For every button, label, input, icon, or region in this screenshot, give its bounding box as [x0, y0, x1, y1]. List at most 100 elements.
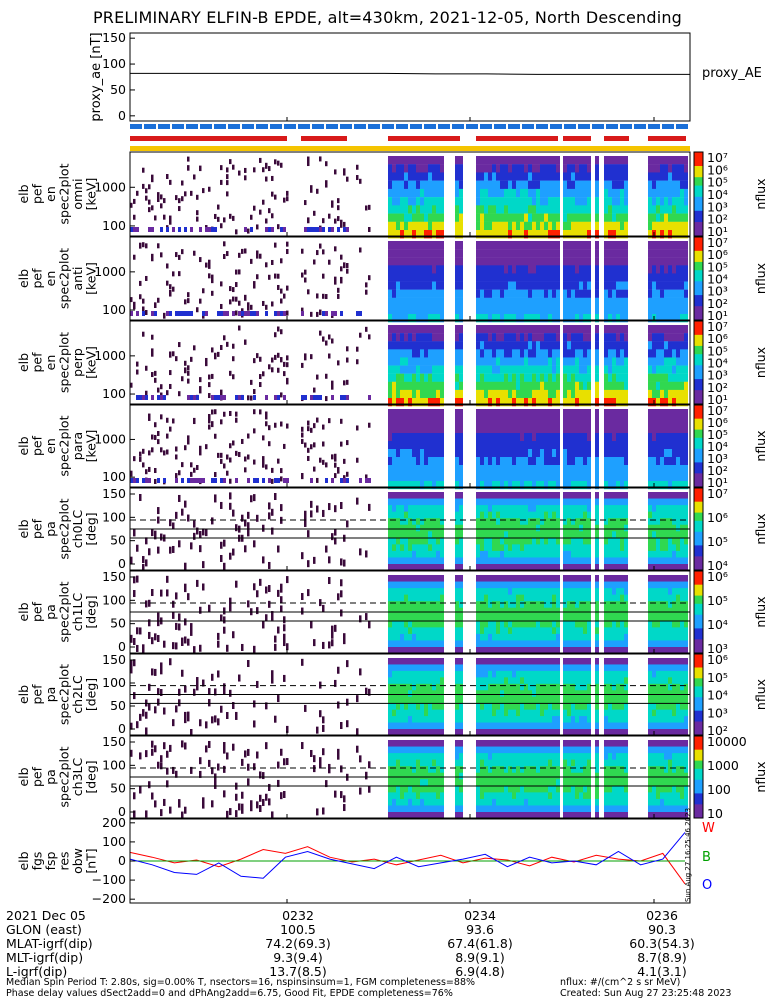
en_spec_para-cell [416, 481, 420, 490]
en_spec_perp-cell [567, 381, 571, 391]
pa_spec_ch2-cell [388, 677, 392, 685]
en_spec_omni-cell [428, 221, 432, 231]
en_spec_anti-cell [455, 249, 459, 258]
pa_spec_ch0-cell [392, 550, 396, 558]
pa_spec_ch0-cell [680, 544, 684, 552]
pa_spec_ch0-cell [516, 492, 520, 499]
pa_spec_ch1-cell [428, 647, 432, 654]
pa_spec_ch1-cell [571, 620, 575, 628]
en_spec_omni-cell [516, 156, 520, 165]
en_spec_omni-cell [436, 164, 440, 173]
en_spec_para-cell [337, 467, 340, 473]
en_spec_anti-cell [301, 307, 304, 313]
en_spec_omni-cell [608, 230, 612, 239]
pa_spec_ch2-cell [340, 722, 343, 730]
en_spec_omni-cell [536, 164, 540, 173]
en_spec_anti-cell [575, 281, 579, 290]
en_spec_perp-cell [567, 389, 571, 399]
en_spec_anti-cell [428, 257, 432, 266]
en_spec_anti-cell [220, 303, 223, 309]
pa_spec_ch0-cell [492, 524, 496, 532]
en_spec_omni-cell [274, 194, 277, 200]
en_spec_para-cell [151, 434, 154, 440]
en_spec_perp-cell [548, 325, 552, 334]
pa_spec_ch0-cell [199, 531, 202, 539]
en_spec_anti-cell [536, 281, 540, 290]
pa_spec_ch1-cell [648, 588, 652, 596]
pa_spec_ch1-cell [528, 581, 532, 589]
pa_spec_ch2-cell [334, 679, 337, 687]
pa_spec_ch0-cell [556, 537, 560, 545]
pa_spec_ch1-cell [416, 620, 420, 628]
en_spec_anti-cell [408, 297, 412, 307]
en_spec_perp-cell [516, 373, 520, 382]
en_spec_para-cell [205, 444, 208, 450]
pa_spec_ch1-cell [587, 575, 591, 582]
en_spec_perp-cell [492, 325, 496, 334]
en_spec_anti-cell [396, 305, 400, 315]
pa_spec_ch1-cell [504, 640, 508, 648]
en_spec_omni-cell [400, 213, 404, 222]
en_spec_para-cell [548, 481, 552, 490]
en_spec_para-cell [157, 431, 160, 437]
en_spec_anti-cell [660, 305, 664, 315]
en_spec_para-cell [664, 481, 668, 490]
pa_spec_ch1-cell [624, 607, 628, 615]
en_spec_para-cell [424, 465, 428, 474]
en_spec_omni-cell [404, 188, 408, 198]
en_spec_para-cell [567, 449, 571, 458]
en_spec_anti-cell [432, 265, 436, 274]
science-bar-gap [506, 124, 508, 129]
en_spec_anti-cell [656, 297, 660, 307]
en_spec_anti-cell [412, 314, 416, 323]
pa_spec_ch0-cell [575, 550, 579, 558]
en_spec_anti-cell [684, 297, 688, 307]
en_spec_perp-cell [420, 398, 424, 407]
en_spec_para-cell [544, 425, 548, 434]
en_spec_perp-cell [616, 333, 620, 342]
en_spec_perp-cell [432, 357, 436, 366]
en_spec_para-cell [516, 425, 520, 434]
pa_spec_ch0-cell [388, 492, 392, 499]
en_spec_perp-cell [528, 349, 532, 358]
pa_spec_ch2-cell [160, 662, 163, 670]
pa_spec_ch1-cell [656, 647, 660, 654]
en_spec_anti-cell [664, 273, 668, 282]
en_spec_perp-cell [595, 325, 599, 334]
pa_spec_ch1-cell [235, 580, 238, 588]
en_spec_omni-cell [508, 172, 512, 181]
en_spec_para-cell [532, 465, 536, 474]
pa_spec_ch1-cell [504, 633, 508, 641]
pa_spec_ch0-cell [544, 524, 548, 532]
en_spec_omni-cell [244, 167, 247, 173]
pa_spec_ch1-cell [660, 594, 664, 602]
en_spec_anti-cell [520, 241, 524, 250]
pa_spec_ch1-cell [579, 627, 583, 635]
pa_spec_ch0-cell [334, 537, 337, 545]
pa_spec_ch0-cell [416, 518, 420, 526]
en_spec_perp-cell [620, 381, 624, 391]
pa_spec_ch0-cell [459, 518, 463, 526]
en_spec_anti-cell [624, 249, 628, 258]
en_spec_anti-cell [587, 265, 591, 274]
pa_spec_ch0-cell [548, 544, 552, 552]
pa_spec_ch1-cell [684, 575, 688, 582]
en_spec_para-cell [583, 481, 587, 490]
science-bar-gap [338, 124, 340, 129]
pa_spec_ch0-cell [552, 511, 556, 519]
pa_spec_ch0-cell [571, 531, 575, 539]
en_spec_perp-cell [620, 357, 624, 366]
pa_spec_ch1-cell [337, 593, 340, 601]
pa_spec_ch2-cell [400, 658, 404, 665]
pa_spec_ch0-cell [388, 544, 392, 552]
en_spec_perp-cell [656, 389, 660, 399]
pa_spec_ch1-cell [432, 647, 436, 654]
en_spec_para-cell [624, 441, 628, 450]
pa_spec_ch2-cell [130, 722, 133, 730]
en_spec_omni-cell [500, 205, 504, 214]
en_spec_omni-cell [331, 227, 334, 232]
en_spec_omni-cell [544, 213, 548, 222]
en_spec_perp-cell [684, 373, 688, 382]
pa_spec_ch0-cell [544, 511, 548, 519]
pa_spec_ch0-cell [595, 511, 599, 519]
